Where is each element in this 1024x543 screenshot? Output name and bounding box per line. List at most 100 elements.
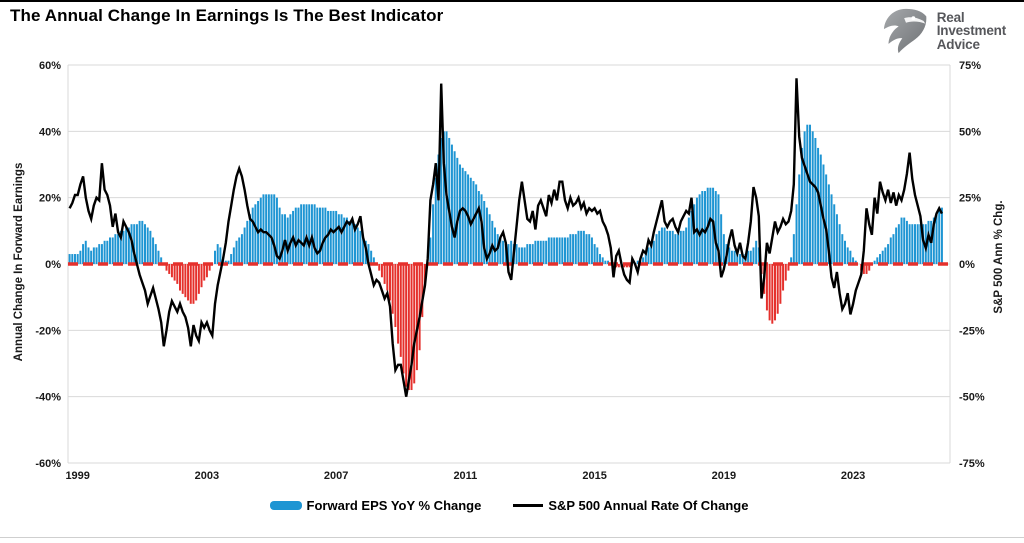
eps-bar <box>765 264 768 311</box>
eps-bar <box>90 250 93 264</box>
eps-bar <box>938 210 941 264</box>
eps-bar <box>728 247 731 264</box>
eps-bar <box>558 237 561 264</box>
eps-bar <box>792 234 795 264</box>
eps-bar <box>92 247 95 264</box>
eps-bar <box>593 244 596 264</box>
eps-bar <box>262 194 265 264</box>
eps-bar <box>297 207 300 264</box>
eps-bar <box>389 264 391 301</box>
eps-bar <box>265 194 268 264</box>
eps-bar <box>464 171 467 264</box>
brand-logo: Real Investment Advice <box>882 8 1006 54</box>
eps-bar <box>733 250 736 264</box>
eps-bar <box>432 204 435 264</box>
eps-bar <box>351 220 354 264</box>
eps-bar <box>510 240 513 264</box>
eps-bar <box>76 254 79 264</box>
eps-bar <box>356 227 359 264</box>
eps-bar <box>354 224 356 264</box>
eps-bar <box>900 217 903 264</box>
eps-bar <box>243 227 246 264</box>
eps-bar <box>752 247 755 264</box>
eps-bar <box>434 177 437 264</box>
eps-bar <box>95 247 98 264</box>
eps-bar <box>677 234 680 264</box>
eps-bar <box>617 264 620 268</box>
eps-bar <box>666 230 669 264</box>
eps-bar <box>720 214 723 264</box>
eps-bar <box>881 250 884 264</box>
eps-bar <box>399 264 402 357</box>
eps-bar <box>749 250 752 264</box>
eps-bar <box>507 244 510 264</box>
top-border-rule <box>0 0 1024 2</box>
eps-bar <box>133 224 136 264</box>
legend-label-eps: Forward EPS YoY % Change <box>306 498 482 513</box>
eps-bar <box>413 264 416 384</box>
eps-bar <box>477 191 480 264</box>
legend-item-spx: S&P 500 Annual Rate Of Change <box>513 498 748 513</box>
eps-bar <box>359 230 362 264</box>
eps-bar <box>755 240 758 264</box>
eps-bar <box>79 250 82 264</box>
eps-bar <box>461 167 464 264</box>
eps-bar <box>844 240 846 264</box>
eps-bar <box>173 264 176 281</box>
eps-bar <box>450 144 453 264</box>
left-axis-tick-label: 20% <box>39 193 61 205</box>
eps-bar <box>679 230 682 264</box>
eps-bar <box>238 237 241 264</box>
eps-bar <box>806 124 809 264</box>
eps-bar <box>827 184 830 264</box>
eps-bar <box>582 230 585 264</box>
eps-bar <box>415 264 418 371</box>
left-axis-tick-label: -60% <box>35 458 61 470</box>
eps-bar <box>275 197 278 264</box>
eps-bar <box>324 207 327 264</box>
eps-bar <box>378 264 381 271</box>
eps-bar <box>84 240 87 264</box>
left-axis-title: Annual Change In Forward Earnings <box>13 162 25 362</box>
eps-bar <box>313 204 316 264</box>
eps-bar <box>868 264 871 271</box>
eps-bar <box>165 264 168 271</box>
eps-bar <box>483 200 486 264</box>
eps-bar <box>658 230 661 264</box>
eps-bar <box>281 214 284 264</box>
eps-bar <box>545 240 548 264</box>
eps-bar <box>585 234 588 264</box>
eps-bar <box>908 224 911 264</box>
eps-bar <box>316 207 319 264</box>
eps-bar <box>596 247 599 264</box>
eps-bar <box>170 264 173 278</box>
eps-bar <box>588 234 591 264</box>
eps-bar <box>730 250 733 264</box>
eps-bar <box>122 230 125 264</box>
eps-bar <box>179 264 181 291</box>
eps-bar <box>267 194 270 264</box>
eps-bar <box>499 237 502 264</box>
eps-bar <box>289 214 292 264</box>
left-axis-tick-label: 40% <box>39 126 61 138</box>
eps-bar <box>144 224 146 264</box>
eps-bar <box>553 237 556 264</box>
eps-bar <box>561 237 564 264</box>
eps-bar <box>547 237 550 264</box>
eps-bar <box>380 264 383 278</box>
eps-bar <box>782 264 785 291</box>
eps-bar <box>768 264 771 321</box>
eps-bar <box>68 254 71 264</box>
eps-bar <box>518 247 521 264</box>
eps-bar <box>774 264 776 321</box>
eps-bar <box>203 264 206 281</box>
eps-bar <box>98 244 101 264</box>
eps-bar <box>566 237 569 264</box>
eps-bar <box>219 247 222 264</box>
eps-bar <box>542 240 545 264</box>
eps-bar <box>914 224 916 264</box>
eps-bar <box>669 230 671 264</box>
eps-bar <box>682 230 685 264</box>
eps-bar <box>873 260 876 264</box>
eps-bar <box>922 224 925 264</box>
